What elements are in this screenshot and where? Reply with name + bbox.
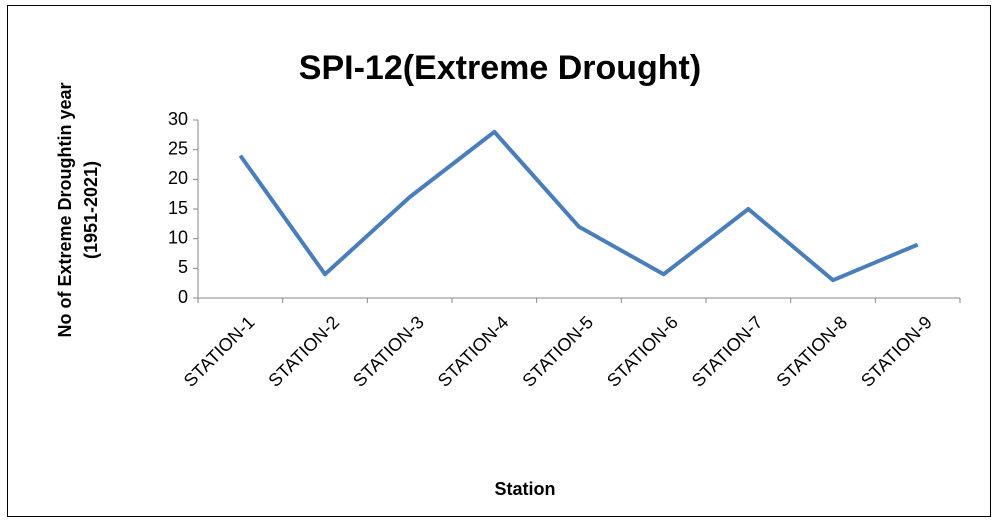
x-axis-label: Station (495, 479, 556, 499)
chart-title: SPI-12(Extreme Drought) (299, 49, 701, 87)
y-tick-label: 15 (168, 198, 188, 218)
y-tick-label: 20 (168, 168, 188, 188)
y-tick-label: 10 (168, 227, 188, 247)
data-line (238, 129, 919, 283)
y-axis-label: (1951-2021) (81, 161, 101, 259)
y-tick-label: 0 (178, 287, 188, 307)
chart-border (7, 5, 991, 517)
y-tick-label: 30 (168, 109, 188, 129)
y-tick-label: 25 (168, 138, 188, 158)
y-tick-label: 5 (178, 257, 188, 277)
y-axis-label: No of Extreme Droughtin year (55, 82, 75, 337)
